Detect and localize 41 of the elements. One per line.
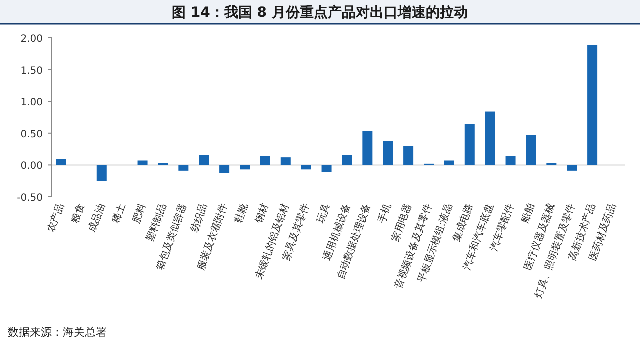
bar — [199, 155, 210, 166]
bar — [526, 135, 536, 166]
y-tick-label: 2.00 — [20, 34, 43, 45]
x-tick-label: 农产品 — [45, 202, 67, 234]
x-tick-label: 船舶 — [518, 202, 538, 225]
y-tick-label: 1.00 — [20, 98, 43, 109]
y-tick-label: 0.50 — [20, 129, 43, 140]
bar — [138, 160, 148, 166]
bar — [96, 165, 107, 182]
y-tick-label: -0.50 — [17, 193, 43, 204]
bar — [322, 165, 332, 172]
source-note: 数据来源：海关总署 — [8, 326, 107, 339]
x-tick-label: 钢材 — [252, 202, 272, 226]
bar — [220, 165, 230, 174]
bar — [464, 124, 475, 166]
bar — [280, 158, 291, 166]
x-tick-label: 稀土 — [110, 202, 128, 225]
bar — [56, 159, 66, 166]
x-tick-label: 手机 — [376, 202, 394, 225]
bar — [342, 155, 352, 166]
x-tick-label: 玩具 — [315, 202, 333, 225]
y-tick-label: 1.50 — [20, 66, 43, 77]
bar — [567, 165, 578, 171]
bar — [362, 131, 373, 166]
bar — [178, 165, 189, 171]
bar — [240, 165, 250, 170]
y-tick-label: 0.00 — [20, 161, 43, 172]
bar — [485, 112, 496, 166]
x-tick-label: 粮食 — [69, 202, 88, 225]
bar — [383, 141, 394, 166]
x-tick-label: 鞋靴 — [232, 202, 251, 225]
x-tick-label: 纺织品 — [188, 202, 210, 234]
bar — [301, 165, 312, 170]
bar — [444, 160, 454, 166]
bar — [588, 44, 598, 166]
bar — [506, 156, 516, 166]
bar — [404, 146, 414, 166]
bar — [260, 156, 270, 166]
x-tick-label: 肥料 — [130, 202, 149, 225]
chart-title: 图 14：我国 8 月份重点产品对出口增速的拉动 — [172, 4, 468, 21]
x-tick-label: 成品油 — [86, 202, 108, 234]
